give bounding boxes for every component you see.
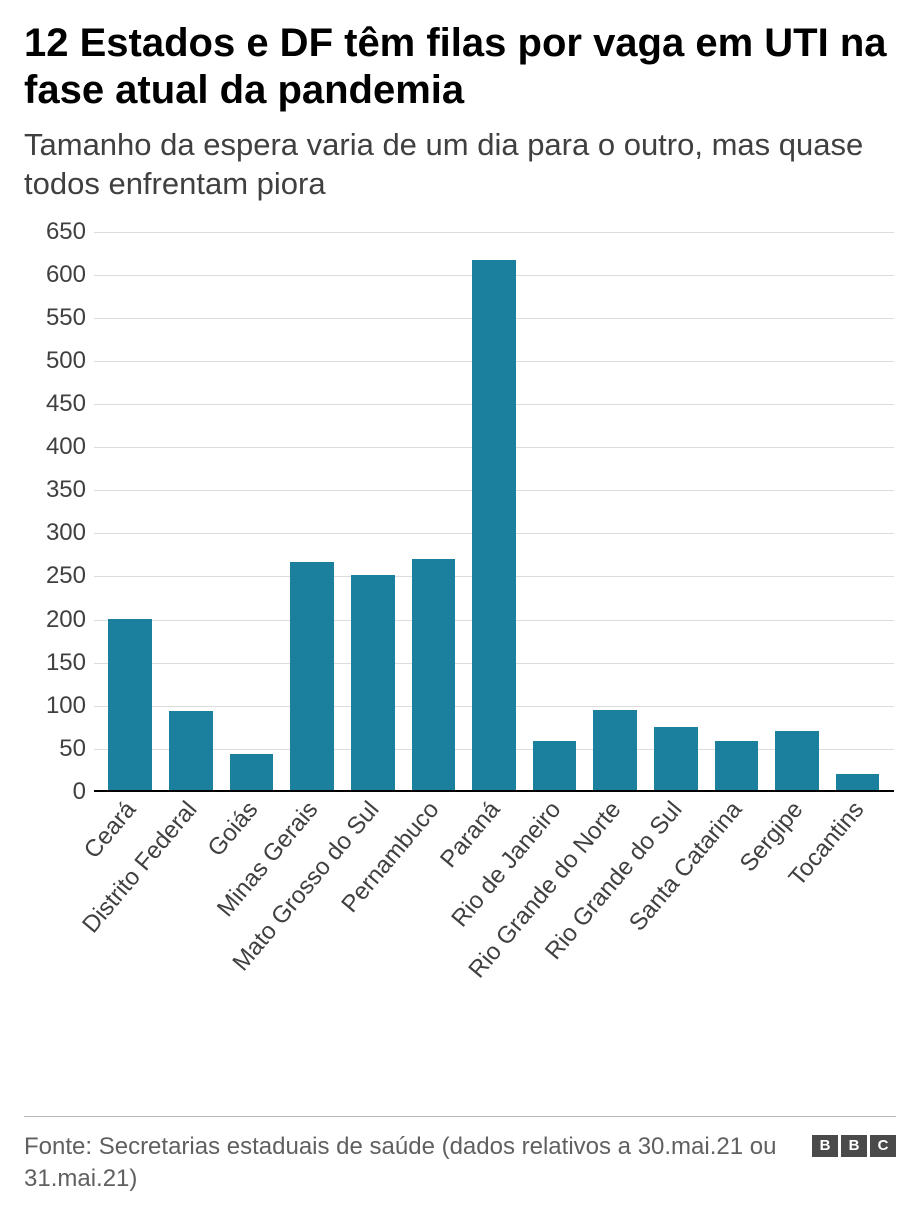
y-tick-label: 450 [28, 390, 86, 418]
y-tick-label: 500 [28, 347, 86, 375]
y-tick-label: 200 [28, 606, 86, 634]
y-tick-label: 600 [28, 261, 86, 289]
bar-cell [645, 232, 706, 790]
bar-cell [221, 232, 282, 790]
chart-title: 12 Estados e DF têm filas por vaga em UT… [24, 20, 896, 114]
bar [230, 754, 274, 790]
bar [472, 260, 516, 790]
bar-cell [706, 232, 767, 790]
bar-cell [282, 232, 343, 790]
chart: 050100150200250300350400450500550600650 [24, 232, 894, 792]
bar [654, 727, 698, 790]
x-axis-labels: CearáDistrito FederalGoiásMinas GeraisMa… [24, 792, 894, 1112]
bar-cell [403, 232, 464, 790]
y-tick-label: 400 [28, 433, 86, 461]
logo-letter: C [870, 1135, 896, 1157]
y-tick-label: 350 [28, 476, 86, 504]
bar [351, 575, 395, 790]
bar [533, 741, 577, 790]
y-tick-label: 550 [28, 304, 86, 332]
bar-cell [827, 232, 888, 790]
source-text: Fonte: Secretarias estaduais de saúde (d… [24, 1131, 792, 1196]
bbc-logo: BBC [812, 1131, 896, 1157]
chart-subtitle: Tamanho da espera varia de um dia para o… [24, 126, 896, 204]
plot-area [94, 232, 894, 792]
bar [412, 559, 456, 790]
bar-cell [524, 232, 585, 790]
y-tick-label: 50 [28, 735, 86, 763]
x-tick-label: Distrito Federal [77, 796, 203, 939]
y-tick-label: 150 [28, 649, 86, 677]
bar [290, 562, 334, 790]
bar [836, 774, 880, 790]
bar-cell [767, 232, 828, 790]
bar [715, 741, 759, 790]
bar [108, 619, 152, 790]
y-tick-label: 650 [28, 218, 86, 246]
y-tick-label: 100 [28, 692, 86, 720]
bar [593, 710, 637, 790]
logo-letter: B [812, 1135, 838, 1157]
bar [169, 711, 213, 790]
bar-cell [585, 232, 646, 790]
bar-cell [161, 232, 222, 790]
bar-cell [464, 232, 525, 790]
logo-letter: B [841, 1135, 867, 1157]
chart-footer: Fonte: Secretarias estaduais de saúde (d… [24, 1116, 896, 1196]
bar [775, 731, 819, 790]
bar-cell [342, 232, 403, 790]
y-tick-label: 250 [28, 562, 86, 590]
y-tick-label: 300 [28, 519, 86, 547]
bar-cell [100, 232, 161, 790]
